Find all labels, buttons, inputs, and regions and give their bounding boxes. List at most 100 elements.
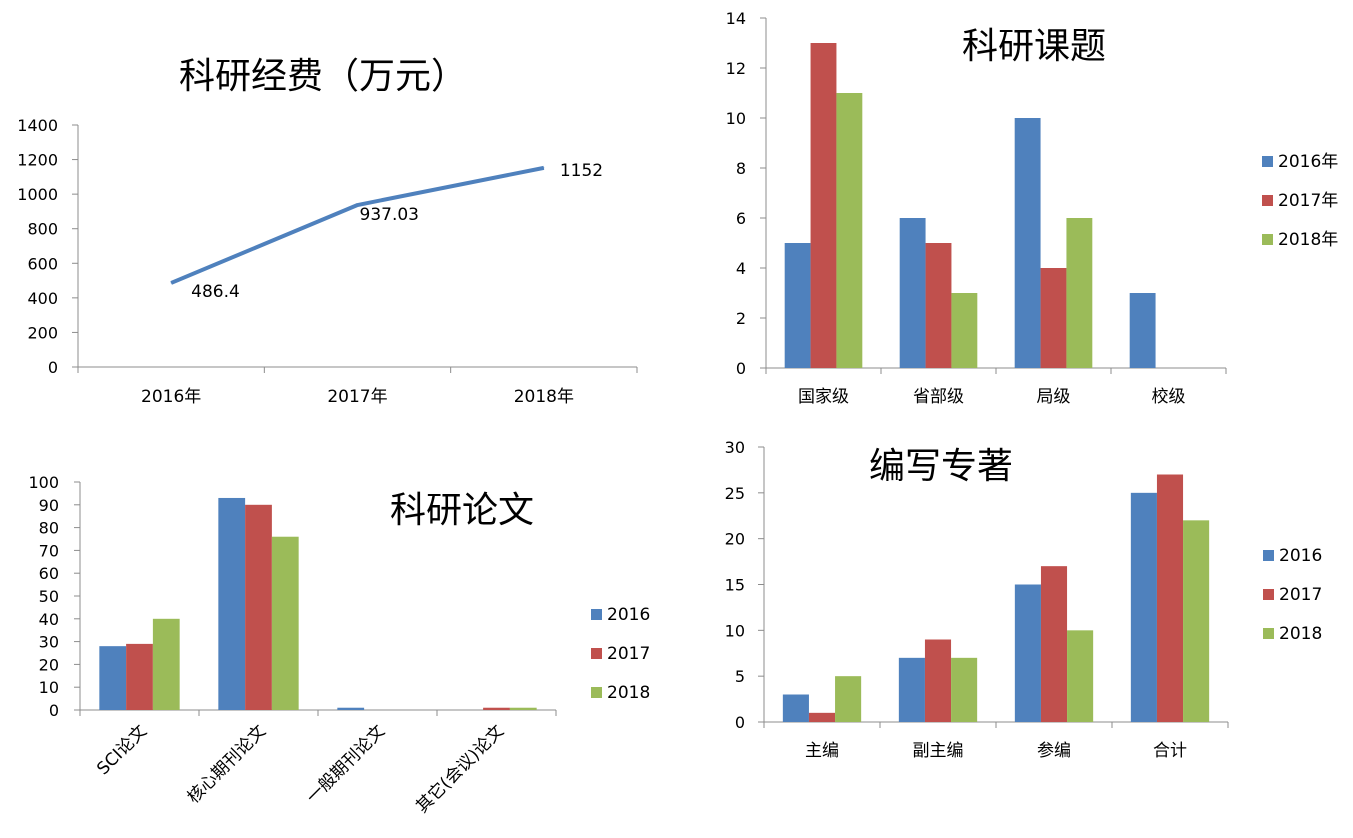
projects-bar	[836, 93, 863, 368]
books-category-label: 主编	[805, 741, 839, 761]
books-category-label: 参编	[1037, 741, 1071, 761]
books-legend-label: 2016	[1279, 546, 1322, 566]
funding-series-line	[170, 165, 545, 285]
books-y-tick-label: 25	[725, 484, 745, 503]
books-y-tick-label: 10	[725, 621, 745, 640]
books-bar	[1040, 566, 1068, 722]
papers-bar	[152, 618, 180, 710]
books-chart-title: 编写专著	[869, 446, 1013, 487]
projects-bar	[925, 243, 952, 368]
funding-category-label: 2017年	[327, 387, 387, 407]
funding-y-tick-label: 1400	[17, 116, 58, 135]
projects-y-tick-label: 12	[726, 59, 746, 78]
projects-legend-swatch	[1262, 195, 1273, 206]
papers-y-tick-label: 40	[39, 610, 59, 629]
funding-y-tick-label: 400	[27, 289, 58, 308]
papers-y-tick-label: 90	[39, 496, 59, 515]
books-bar	[898, 657, 925, 722]
books-bar	[1130, 492, 1157, 722]
papers-y-tick-label: 80	[39, 519, 59, 538]
books-legend-swatch	[1263, 550, 1274, 561]
projects-category-label: 校级	[1152, 387, 1186, 407]
books-y-tick-label: 20	[725, 530, 745, 549]
books-bar	[782, 694, 809, 722]
projects-y-tick-label: 4	[736, 259, 746, 278]
books-y-tick-label: 0	[735, 713, 745, 732]
books-bar-chart: 编写专著 0 5 10 15 20 25 30 主编 副主编 参编 合计 2016 2017 2018	[725, 438, 1323, 761]
projects-y-tick-label: 14	[726, 9, 746, 28]
funding-line-chart: 科研经费（万元） 0 200 400 600 800 1000 1200 1400 2016年 2…	[17, 56, 638, 407]
funding-chart-title: 科研经费（万元）	[179, 56, 467, 97]
books-y-tick-label: 15	[725, 576, 745, 595]
projects-y-tick-label: 0	[736, 359, 746, 378]
papers-legend-swatch	[591, 687, 602, 698]
funding-category-label: 2016年	[141, 387, 201, 407]
projects-bar	[784, 243, 811, 368]
books-bar	[835, 676, 862, 722]
projects-category-label: 国家级	[798, 387, 849, 407]
papers-y-tick-label: 100	[28, 473, 59, 492]
papers-bar	[483, 707, 510, 710]
papers-y-tick-label: 10	[39, 678, 59, 697]
projects-bar	[1040, 268, 1067, 368]
projects-bar	[1066, 218, 1093, 368]
funding-y-tick-label: 800	[27, 220, 58, 239]
funding-y-tick-label: 600	[27, 254, 58, 273]
funding-data-label: 1152	[560, 161, 603, 181]
books-category-label: 合计	[1153, 741, 1187, 761]
funding-y-tick-label: 200	[27, 323, 58, 342]
funding-data-label: 937.03	[360, 205, 419, 225]
books-bar	[924, 639, 952, 722]
funding-data-label: 486.4	[191, 282, 240, 302]
projects-bar-chart: 科研课题 0 2 4 6 8 10 12 14 国家级 省部级 局级 校级 2016年 2017年 2018…	[726, 9, 1339, 407]
projects-category-label: 局级	[1037, 387, 1071, 407]
papers-legend-label: 2018	[607, 683, 650, 703]
papers-bar	[218, 497, 246, 710]
papers-y-tick-label: 0	[49, 701, 59, 720]
papers-bar	[245, 504, 272, 710]
papers-bar	[271, 536, 299, 710]
funding-category-label: 2018年	[514, 387, 574, 407]
books-legend-label: 2018	[1279, 624, 1322, 644]
papers-legend-swatch	[591, 648, 602, 659]
funding-y-tick-label: 1000	[17, 185, 58, 204]
papers-bar-chart: 科研论文 0 10 20 30 40 50 60 70 80 90 100 SCI论文 核心期刊论文 一般…	[28, 473, 650, 817]
papers-y-tick-label: 50	[39, 587, 59, 606]
books-category-label: 副主编	[913, 741, 964, 761]
papers-bar	[509, 707, 537, 710]
projects-y-tick-label: 2	[736, 309, 746, 328]
papers-bar	[126, 643, 153, 710]
papers-bar	[337, 707, 365, 710]
projects-legend-label: 2017年	[1278, 191, 1338, 211]
papers-legend-label: 2016	[607, 605, 650, 625]
papers-y-tick-label: 20	[39, 655, 59, 674]
papers-category-label: 一般期刊论文	[303, 721, 389, 807]
books-legend-swatch	[1263, 628, 1274, 639]
books-y-tick-label: 5	[735, 667, 745, 686]
projects-bar	[951, 293, 978, 368]
projects-bar	[810, 43, 837, 368]
funding-y-tick-label: 0	[48, 358, 58, 377]
funding-data-point	[357, 204, 358, 206]
books-bar	[1156, 474, 1184, 722]
papers-y-tick-label: 60	[39, 564, 59, 583]
projects-bar	[1129, 293, 1156, 368]
papers-y-tick-label: 70	[39, 541, 59, 560]
books-bar	[1183, 520, 1210, 722]
projects-bar	[1014, 118, 1041, 368]
projects-bar	[899, 218, 926, 368]
projects-legend-swatch	[1262, 234, 1273, 245]
projects-y-tick-label: 6	[736, 209, 746, 228]
projects-legend-label: 2016年	[1278, 152, 1338, 172]
papers-legend-label: 2017	[607, 644, 650, 664]
funding-data-point	[170, 282, 172, 284]
funding-data-point	[543, 167, 545, 169]
books-y-tick-label: 30	[725, 438, 745, 457]
books-bar	[1014, 584, 1041, 722]
books-bar	[808, 712, 836, 722]
papers-bar	[99, 646, 127, 710]
books-legend-swatch	[1263, 589, 1274, 600]
projects-y-tick-label: 10	[726, 109, 746, 128]
papers-category-label: SCI论文	[93, 721, 151, 779]
